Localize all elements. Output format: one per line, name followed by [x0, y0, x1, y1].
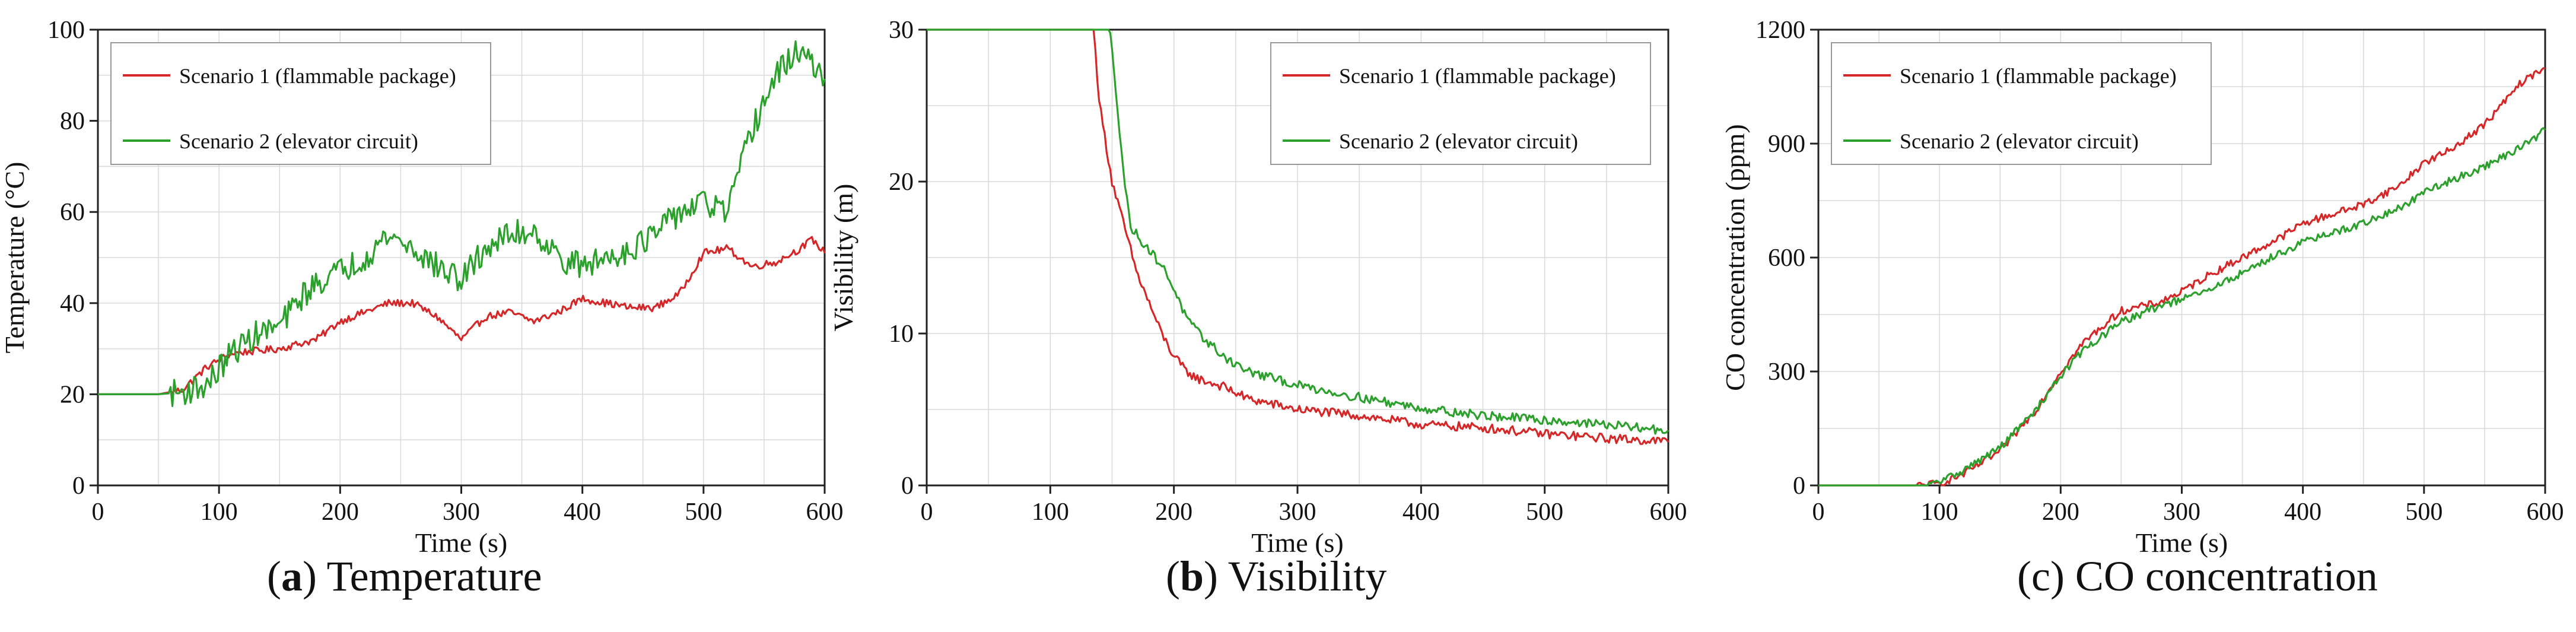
x-tick-label: 200	[1155, 498, 1192, 526]
legend-label: Scenario 1 (flammable package)	[1900, 64, 2177, 88]
caption-b-letter: b	[1179, 552, 1204, 600]
y-tick-label: 20	[60, 381, 85, 408]
chart-panel-2: 0 100 200 300 400 500 600 0 10 20 30 Time (s) Visibi…	[828, 17, 1687, 558]
chart-panel-3: 0 100 200 300 400 500 600 0 300 600 900 1200 Time (s…	[1720, 17, 2564, 558]
y-tick-label: 20	[889, 169, 914, 196]
x-tick-label: 0	[921, 498, 933, 526]
y-tick-label: 0	[72, 472, 85, 500]
caption-b: (b) Visibility	[1166, 552, 1386, 601]
series-line-2	[927, 28, 1669, 435]
caption-b-open: (	[1166, 552, 1180, 600]
legend: Scenario 1 (flammable package) Scenario 2…	[110, 42, 491, 165]
y-tick-label: 900	[1768, 131, 1805, 158]
caption-c-text: c) CO concentration	[2031, 552, 2378, 600]
y-axis-label: Temperature (°C)	[0, 162, 30, 354]
caption-a-letter: a	[281, 552, 303, 600]
x-tick-label: 100	[1921, 498, 1958, 526]
x-tick-label: 100	[1032, 498, 1069, 526]
caption-c-open: (	[2017, 552, 2031, 600]
y-tick-label: 600	[1768, 244, 1805, 272]
y-tick-label: 40	[60, 290, 85, 317]
caption-a-close: )	[302, 552, 317, 600]
x-tick-label: 600	[1650, 498, 1687, 526]
y-tick-label: 1200	[1756, 17, 1805, 44]
x-tick-label: 300	[443, 498, 480, 526]
y-tick-label: 0	[1793, 472, 1805, 500]
x-tick-label: 500	[685, 498, 722, 526]
y-tick-label: 100	[47, 17, 85, 44]
legend-box	[110, 42, 491, 165]
x-tick-label: 500	[2405, 498, 2443, 526]
legend-label: Scenario 2 (elevator circuit)	[1900, 129, 2139, 153]
y-tick-label: 300	[1768, 358, 1805, 386]
y-axis-label: CO concentration (ppm)	[1720, 124, 1750, 391]
caption-a-open: (	[267, 552, 281, 600]
y-tick-label: 10	[889, 320, 914, 348]
x-tick-label: 300	[2163, 498, 2200, 526]
y-tick-label: 0	[901, 472, 914, 500]
legend-label: Scenario 1 (flammable package)	[1339, 64, 1616, 88]
x-tick-label: 0	[1812, 498, 1825, 526]
caption-a-text: Temperature	[326, 552, 542, 600]
x-axis-label: Time (s)	[1251, 528, 1344, 558]
x-tick-label: 200	[2042, 498, 2079, 526]
y-tick-label: 80	[60, 108, 85, 135]
x-axis-label: Time (s)	[2136, 528, 2228, 558]
y-axis-label: Visibility (m)	[828, 184, 858, 332]
series-line-2	[1818, 127, 2546, 487]
x-tick-label: 0	[92, 498, 104, 526]
x-tick-label: 200	[322, 498, 359, 526]
caption-a: (a) Temperature	[267, 552, 542, 601]
legend-label: Scenario 2 (elevator circuit)	[179, 129, 418, 153]
legend-box	[1831, 42, 2212, 165]
caption-c: (c) CO concentration	[2017, 552, 2378, 601]
x-tick-label: 600	[806, 498, 844, 526]
x-tick-label: 400	[1403, 498, 1440, 526]
series-line-2	[98, 40, 826, 408]
chart-panel-1: 0 100 200 300 400 500 600 0 20 40 60 80 100 Time (s) T…	[0, 17, 844, 558]
y-tick-label: 30	[889, 17, 914, 44]
x-tick-label: 600	[2527, 498, 2564, 526]
x-tick-label: 500	[1526, 498, 1563, 526]
x-tick-label: 300	[1279, 498, 1316, 526]
x-tick-label: 400	[564, 498, 601, 526]
x-axis-label: Time (s)	[415, 528, 508, 558]
x-tick-label: 100	[201, 498, 238, 526]
caption-b-text: Visibility	[1227, 552, 1387, 600]
legend-label: Scenario 2 (elevator circuit)	[1339, 129, 1578, 153]
legend: Scenario 1 (flammable package) Scenario 2…	[1831, 42, 2212, 165]
y-tick-label: 60	[60, 199, 85, 226]
legend: Scenario 1 (flammable package) Scenario 2…	[1270, 42, 1651, 165]
caption-b-close: )	[1204, 552, 1219, 600]
x-tick-label: 400	[2284, 498, 2321, 526]
legend-label: Scenario 1 (flammable package)	[179, 64, 456, 88]
legend-box	[1270, 42, 1651, 165]
